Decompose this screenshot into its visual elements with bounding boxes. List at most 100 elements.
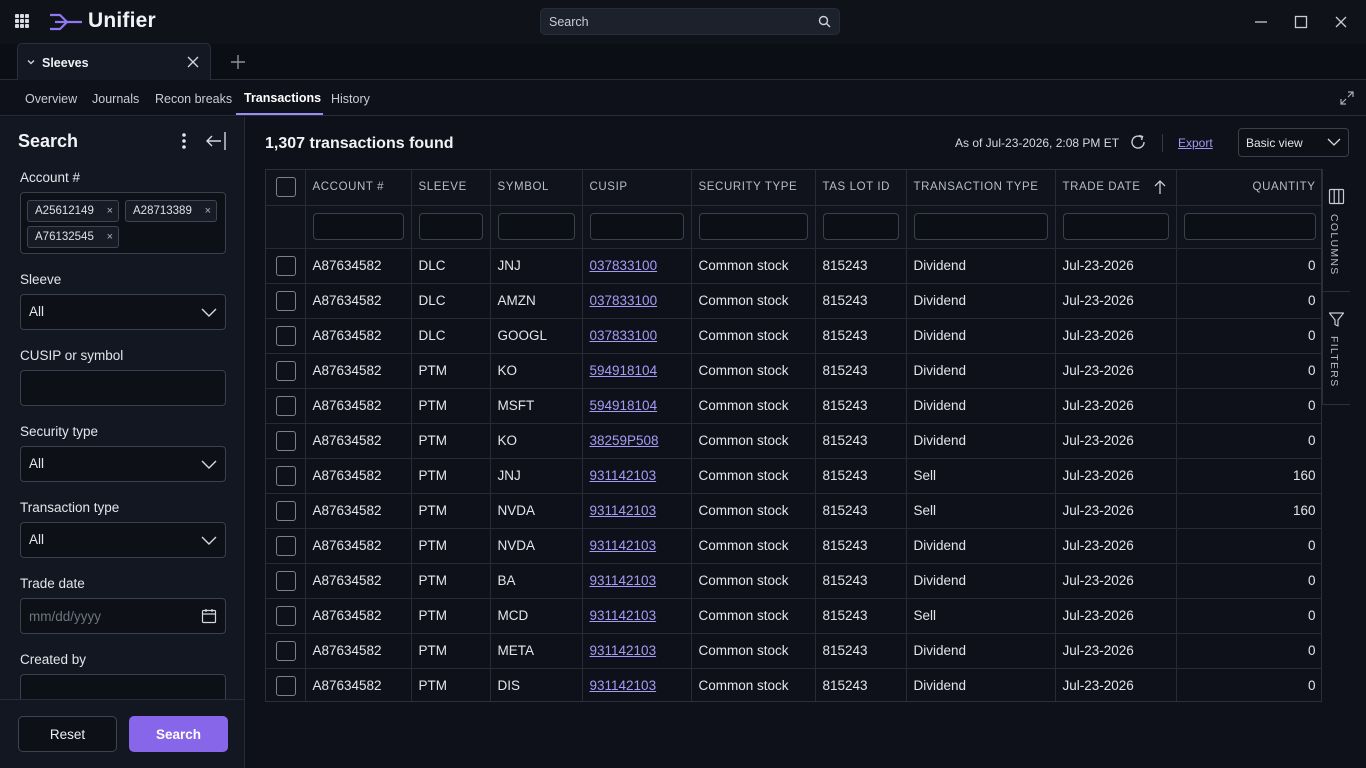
tab-recon-breaks[interactable]: Recon breaks [155,92,233,106]
security-type-cell: Common stock [691,248,816,284]
calendar-icon[interactable] [201,608,217,624]
table-row[interactable]: A87634582 PTM NVDA 931142103 Common stock 815… [266,528,1321,564]
tab-transactions[interactable]: Transactions [244,91,322,105]
window-close-icon[interactable] [1331,12,1351,32]
chevron-down-icon [1327,138,1341,146]
cusip-filter-input[interactable] [589,213,684,240]
chevron-down-icon[interactable] [26,57,36,67]
row-checkbox[interactable] [276,430,296,451]
row-checkbox[interactable] [276,675,296,696]
column-header-quantity[interactable]: QUANTITY [1176,170,1321,206]
cusip-link[interactable]: 594918104 [589,363,658,378]
transaction-type-filter-input[interactable] [913,213,1048,240]
cusip-link[interactable]: 037833100 [589,293,658,308]
table-row[interactable]: A87634582 DLC AMZN 037833100 Common stock 815… [266,283,1321,319]
quantity-filter-input[interactable] [1183,213,1316,240]
cusip-link[interactable]: 931142103 [589,573,657,588]
table-row[interactable]: A87634582 PTM NVDA 931142103 Common stock 815… [266,493,1321,529]
cusip-link[interactable]: 931142103 [589,538,657,553]
refresh-icon[interactable] [1129,133,1147,151]
global-search-input[interactable] [541,9,801,34]
expand-icon[interactable] [1340,91,1354,105]
tab-journals[interactable]: Journals [92,92,140,106]
cusip-link[interactable]: 594918104 [589,398,658,413]
trade-date-input[interactable] [21,599,225,633]
sleeve-filter-input[interactable] [418,213,483,240]
cusip-field[interactable] [20,370,226,406]
column-header-cusip[interactable]: CUSIP [582,170,692,206]
export-link[interactable]: Export [1178,136,1213,150]
symbol-filter-input[interactable] [497,213,575,240]
table-row[interactable]: A87634582 DLC GOOGL 037833100 Common stock 81… [266,318,1321,354]
remove-chip-icon[interactable]: × [106,231,113,243]
row-checkbox[interactable] [276,605,296,626]
minimize-icon[interactable] [1251,12,1271,32]
table-row[interactable]: A87634582 PTM BA 931142103 Common stock 81524… [266,563,1321,599]
account-multiselect[interactable]: A25612149 × A28713389 × A76132545 × [20,192,226,254]
cusip-link[interactable]: 037833100 [589,258,658,273]
trade-date-filter-input[interactable] [1062,213,1169,240]
cusip-link[interactable]: 931142103 [589,503,657,518]
cusip-input[interactable] [21,371,225,405]
cusip-link[interactable]: 38259P508 [589,433,659,448]
select-all-checkbox[interactable] [276,177,296,198]
column-header-tas-lot-id[interactable]: TAS LOT ID [815,170,907,206]
global-search[interactable] [540,8,840,35]
row-checkbox[interactable] [276,535,296,556]
row-checkbox[interactable] [276,360,296,381]
remove-chip-icon[interactable]: × [106,205,113,217]
row-checkbox[interactable] [276,325,296,346]
column-header-sleeve[interactable]: SLEEVE [411,170,491,206]
row-checkbox[interactable] [276,395,296,416]
row-checkbox[interactable] [276,640,296,661]
table-row[interactable]: A87634582 PTM META 931142103 Common stock 815… [266,633,1321,669]
row-checkbox[interactable] [276,290,296,311]
row-checkbox[interactable] [276,465,296,486]
columns-panel-toggle[interactable]: COLUMNS [1323,169,1350,292]
column-header-security-type[interactable]: SECURITY TYPE [691,170,816,206]
tab-history[interactable]: History [331,92,370,106]
table-row[interactable]: A87634582 PTM MSFT 594918104 Common stock 815… [266,388,1321,424]
cusip-link[interactable]: 931142103 [589,468,657,483]
plus-icon[interactable] [229,53,247,71]
table-row[interactable]: A87634582 PTM JNJ 931142103 Common stock 8152… [266,458,1321,494]
cusip-link[interactable]: 931142103 [589,678,657,693]
transaction-type-select[interactable]: All [20,522,226,558]
app-launcher-icon[interactable] [15,14,29,28]
more-vertical-icon[interactable] [178,132,190,150]
sort-ascending-icon[interactable] [1154,179,1166,195]
sleeve-select[interactable]: All [20,294,226,330]
filters-panel-toggle[interactable]: FILTERS [1323,293,1350,405]
table-row[interactable]: A87634582 PTM KO 38259P508 Common stock 81524… [266,423,1321,459]
security-type-select[interactable]: All [20,446,226,482]
column-header-trade-date[interactable]: TRADE DATE [1055,170,1177,206]
row-select-cell [266,423,306,459]
close-icon[interactable] [186,55,200,69]
table-row[interactable]: A87634582 PTM DIS 931142103 Common stock 8152… [266,668,1321,701]
row-checkbox[interactable] [276,500,296,521]
trade-date-field[interactable] [20,598,226,634]
reset-button[interactable]: Reset [18,716,117,752]
cusip-link[interactable]: 931142103 [589,643,657,658]
view-select[interactable]: Basic view [1238,128,1349,157]
remove-chip-icon[interactable]: × [204,205,211,217]
search-icon[interactable] [818,15,831,28]
search-button[interactable]: Search [129,716,228,752]
row-checkbox[interactable] [276,255,296,276]
account-filter-input[interactable] [312,213,404,240]
column-header-account[interactable]: ACCOUNT # [305,170,412,206]
cusip-link[interactable]: 931142103 [589,608,657,623]
table-row[interactable]: A87634582 DLC JNJ 037833100 Common stock 8152… [266,248,1321,284]
tas-lot-id-filter-input[interactable] [822,213,899,240]
row-checkbox[interactable] [276,570,296,591]
collapse-panel-icon[interactable] [205,131,227,151]
column-header-transaction-type[interactable]: TRANSACTION TYPE [906,170,1056,206]
tab-overview[interactable]: Overview [25,92,78,106]
cusip-link[interactable]: 037833100 [589,328,658,343]
table-row[interactable]: A87634582 PTM MCD 931142103 Common stock 8152… [266,598,1321,634]
maximize-icon[interactable] [1291,12,1311,32]
tab-sleeves[interactable]: Sleeves [17,43,211,80]
column-header-symbol[interactable]: SYMBOL [490,170,583,206]
table-row[interactable]: A87634582 PTM KO 594918104 Common stock 81524… [266,353,1321,389]
security-type-filter-input[interactable] [698,213,808,240]
